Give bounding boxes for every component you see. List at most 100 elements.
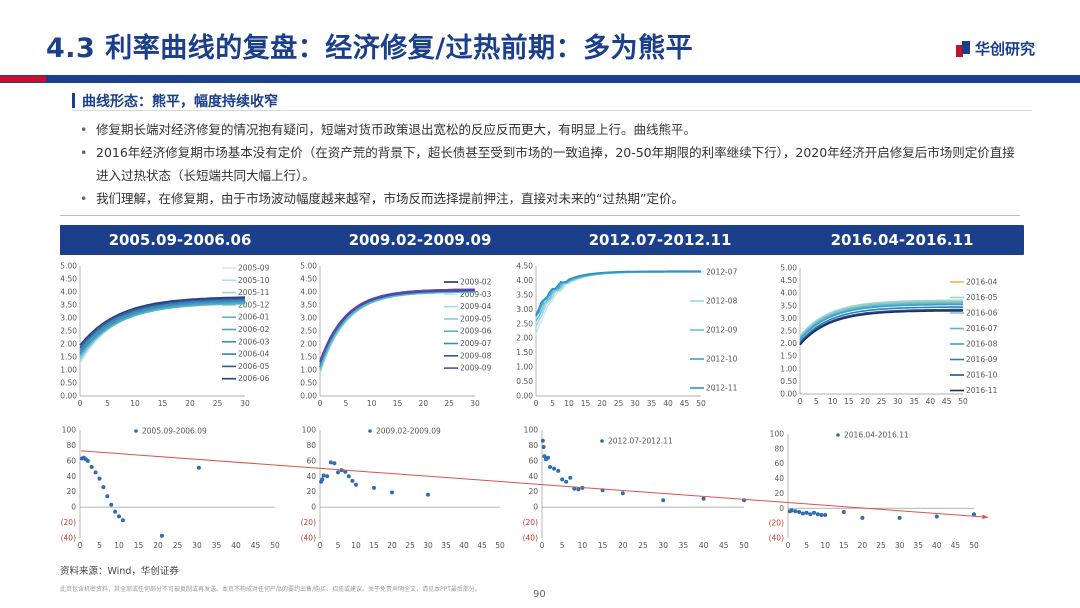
y-tick-label: (40): [523, 534, 538, 543]
bullet-item: • 2016年经济修复期市场基本没有定价（在资产荒的背景下，超长债甚至受到市场的一…: [80, 141, 1020, 187]
scatter-point: [548, 465, 553, 469]
y-tick-label: 5.00: [300, 262, 317, 271]
legend-entry: 2012-07: [706, 268, 738, 277]
legend-entry: 2009.02-2009.09: [376, 427, 441, 436]
scatter-point: [789, 508, 794, 513]
series-line: [79, 301, 246, 355]
y-tick-label: 60: [66, 456, 76, 465]
scatter-point: [117, 514, 121, 519]
x-tick-label: 30: [658, 541, 668, 550]
y-tick-label: 0: [533, 503, 538, 512]
panel-header-3: 2012.07-2012.11: [588, 231, 732, 249]
series-line: [79, 296, 245, 346]
x-tick-label: 15: [581, 399, 591, 408]
scatter-chart-2005: (40) (20) 0 20 40 60 80 100 0 5 10 15 20 25 30 35 40 45 50…: [61, 426, 280, 551]
legend-entry: 2009-02: [460, 278, 492, 287]
x-tick-label: 0: [798, 397, 803, 406]
scatter-point: [101, 485, 106, 490]
scatter-point: [540, 438, 545, 443]
x-tick-label: 45: [951, 541, 961, 550]
bullet-text: 我们理解，在修复期，由于市场波动幅度越来越窄，市场反而选择提前押注，直接对未来的…: [96, 191, 684, 206]
legend-entry: 2006-06: [238, 374, 270, 383]
scatter-point: [109, 502, 114, 507]
legend-entry: 2012-08: [706, 297, 738, 306]
panel-header-2: 2009.02-2009.09: [348, 231, 492, 249]
scatter-point: [320, 477, 325, 482]
series-line: [799, 303, 964, 341]
x-tick-label: 15: [369, 541, 379, 550]
scatter-point: [819, 513, 824, 517]
scatter-point: [350, 478, 355, 483]
legend-entry: 2009-03: [460, 290, 492, 299]
y-tick-label: 0.00: [516, 392, 533, 401]
legend-entry: 2006-02: [238, 325, 270, 334]
y-tick-label: 1.00: [516, 363, 533, 372]
legend-entry: 2016-09: [966, 355, 998, 364]
legend-entry: 2009-04: [460, 302, 492, 311]
scatter-point: [321, 473, 326, 478]
x-tick-label: 35: [679, 541, 689, 550]
y-tick-label: 2.50: [780, 327, 797, 336]
x-tick-label: 0: [318, 399, 323, 408]
legend-marker: [368, 429, 372, 433]
x-tick-label: 15: [844, 397, 854, 406]
scatter-point: [113, 509, 118, 514]
y-tick-label: 60: [774, 459, 784, 468]
y-tick-label: 80: [774, 444, 784, 453]
subhead-marker: [72, 93, 75, 108]
scatter-point: [860, 515, 865, 520]
y-tick-label: 3.50: [780, 301, 797, 310]
scatter-chart-2012: (40) (20) 0 20 40 60 80 100 0 5 10 15 20 25 30 35 40 45 50…: [523, 426, 749, 551]
scatter-point: [841, 510, 846, 514]
x-tick-label: 25: [614, 399, 624, 408]
y-tick-label: 4.50: [516, 262, 533, 271]
x-tick-label: 50: [739, 541, 749, 550]
scatter-point: [159, 533, 164, 538]
series-line: [319, 289, 475, 363]
scatter-point: [701, 496, 706, 501]
legend-entry: 2012-09: [706, 326, 738, 335]
y-tick-label: 2.00: [300, 340, 317, 349]
x-tick-label: 30: [893, 397, 903, 406]
scatter-point: [972, 512, 976, 517]
y-tick-label: 0.50: [60, 379, 77, 388]
x-tick-label: 25: [444, 399, 454, 408]
yield-curve-chart-2016: 0.00 0.50 1.00 1.50 2.00 2.50 3.00 3.50 4.00 4.50…: [780, 264, 998, 407]
legend-entry: 2012.07-2012.11: [608, 437, 673, 446]
scatter-point: [812, 510, 816, 515]
y-tick-label: (40): [61, 534, 76, 543]
scatter-point: [325, 474, 330, 479]
y-tick-label: 1.00: [300, 366, 317, 375]
scatter-point: [89, 465, 94, 469]
legend-entry: 2009-07: [460, 339, 492, 348]
x-tick-label: 40: [926, 397, 936, 406]
scatter-point: [564, 479, 569, 484]
x-tick-label: 40: [459, 541, 469, 550]
legend-entry: 2005.09-2006.09: [142, 427, 207, 436]
x-tick-label: 20: [860, 397, 870, 406]
x-tick-label: 0: [78, 541, 83, 550]
scatter-point: [372, 485, 376, 490]
scatter-point: [568, 475, 573, 480]
subhead-divider: [72, 110, 1032, 111]
bullet-item: • 我们理解，在修复期，由于市场波动幅度越来越窄，市场反而选择提前押注，直接对未来…: [80, 187, 1020, 210]
x-tick-label: 5: [97, 541, 102, 550]
legend-entry: 2016-05: [966, 293, 998, 302]
x-tick-label: 10: [351, 541, 361, 550]
x-tick-label: 40: [699, 541, 709, 550]
x-tick-label: 10: [820, 541, 830, 550]
scatter-point: [354, 482, 358, 487]
y-tick-label: 20: [528, 487, 538, 496]
y-tick-label: 100: [770, 430, 785, 439]
x-tick-label: 20: [153, 541, 163, 550]
scatter-point: [793, 509, 798, 514]
x-tick-label: 25: [405, 541, 415, 550]
legend-entry: 2012-10: [706, 355, 738, 364]
series-line: [799, 302, 963, 340]
legend-entry: 2006-03: [238, 337, 270, 346]
x-tick-label: 45: [680, 399, 690, 408]
scatter-point: [804, 510, 809, 515]
x-tick-label: 30: [895, 541, 905, 550]
x-tick-label: 50: [696, 399, 706, 408]
